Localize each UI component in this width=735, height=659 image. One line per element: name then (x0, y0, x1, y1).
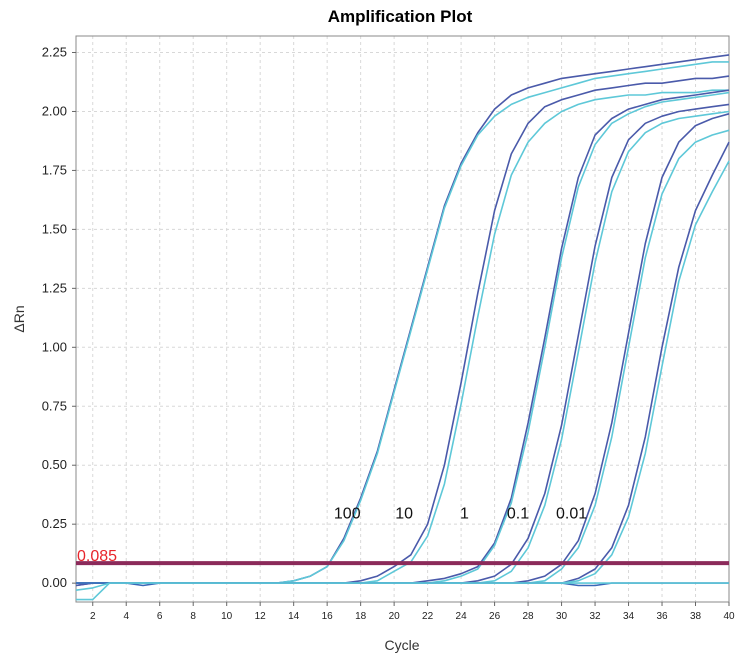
x-tick-label: 34 (623, 611, 635, 622)
threshold-value-label: 0.085 (77, 548, 117, 565)
chart-title: Amplification Plot (328, 7, 473, 26)
x-tick-label: 8 (190, 611, 196, 622)
x-tick-label: 16 (322, 611, 334, 622)
x-tick-label: 20 (389, 611, 401, 622)
amplification-curve-14 (75, 582, 729, 591)
x-tick-label: 24 (456, 611, 468, 622)
dilution-label: 100 (334, 505, 361, 522)
x-tick-label: 6 (157, 611, 163, 622)
plot-area-frame (75, 35, 730, 603)
x-tick-label: 22 (422, 611, 434, 622)
x-tick-label: 38 (690, 611, 702, 622)
x-axis-label: Cycle (384, 637, 419, 653)
x-tick-label: 18 (355, 611, 367, 622)
x-tick-label: 2 (90, 611, 96, 622)
x-tick-label: 4 (123, 611, 129, 622)
dilution-labels: 100 10 1 0.1 0.01 (334, 505, 587, 522)
y-axis-label: ΔRn (11, 305, 27, 332)
y-axis-ticks: 0.00 0.25 0.50 0.75 1.00 1.25 1.50 1.75 2.00 2.25 (42, 45, 76, 590)
x-tick-label: 28 (523, 611, 535, 622)
dilution-label: 10 (395, 505, 413, 522)
x-tick-label: 30 (556, 611, 568, 622)
y-tick-label: 1.00 (42, 339, 67, 354)
x-tick-label: 10 (221, 611, 233, 622)
y-tick-label: 0.75 (42, 398, 67, 413)
x-tick-label: 36 (656, 611, 668, 622)
y-tick-label: 2.00 (42, 103, 67, 118)
dilution-label: 0.1 (507, 505, 529, 522)
x-tick-label: 14 (288, 611, 300, 622)
x-tick-label: 32 (589, 611, 601, 622)
dilution-label: 0.01 (556, 505, 587, 522)
y-tick-label: 0.25 (42, 516, 67, 531)
threshold-line-group[interactable]: 0.085 (76, 548, 729, 566)
y-tick-label: 1.25 (42, 280, 67, 295)
x-axis-ticks: 2 4 6 8 10 12 14 16 18 20 22 24 26 28 30 32 34 36 38 40 (90, 602, 735, 622)
y-tick-label: 2.25 (42, 45, 67, 60)
x-tick-label: 12 (255, 611, 267, 622)
dilution-label: 1 (460, 505, 469, 522)
amplification-curves (75, 54, 730, 601)
y-tick-label: 1.50 (42, 221, 67, 236)
x-tick-label: 26 (489, 611, 501, 622)
y-tick-label: 0.00 (42, 575, 67, 590)
y-tick-label: 0.50 (42, 457, 67, 472)
x-tick-label: 40 (723, 611, 735, 622)
y-tick-label: 1.75 (42, 162, 67, 177)
